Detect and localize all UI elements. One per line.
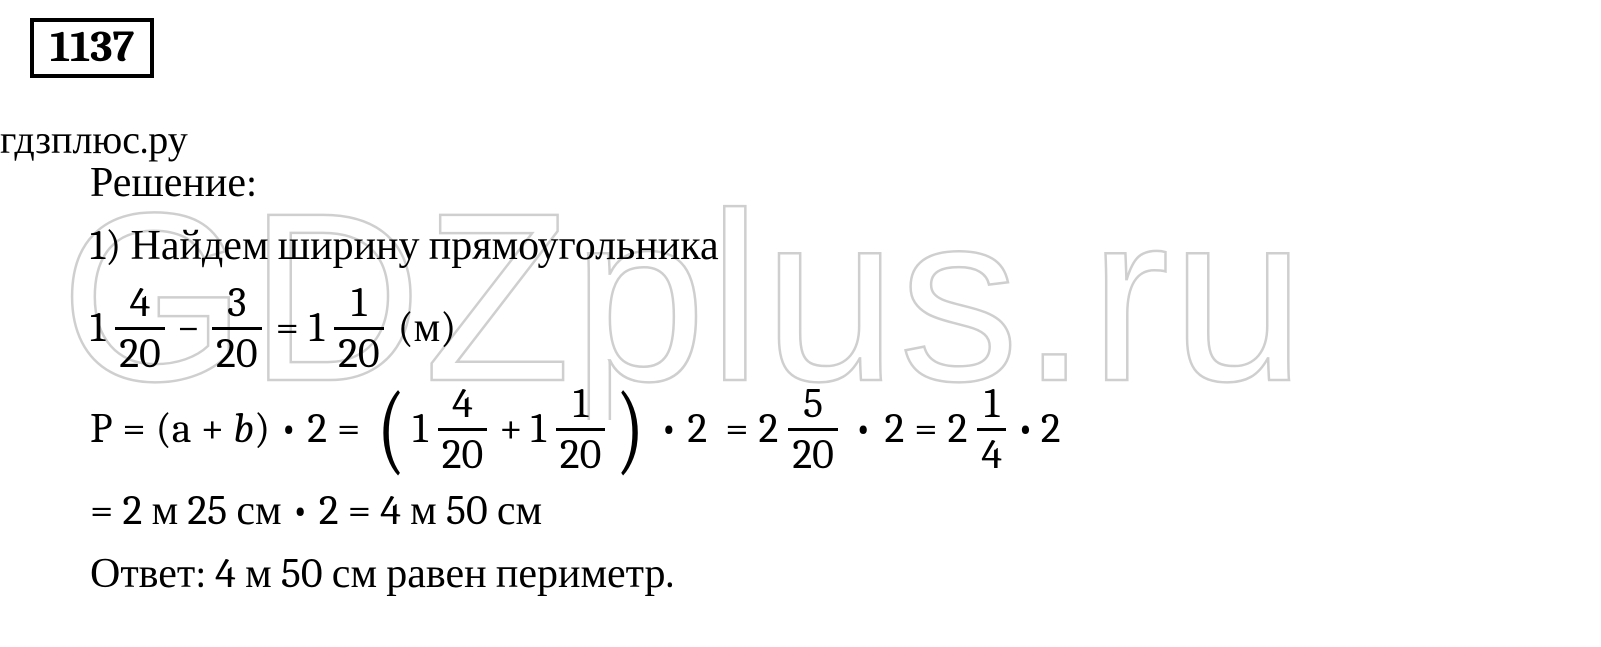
denominator: 20: [438, 433, 488, 477]
numerator: 3: [223, 281, 250, 325]
denominator: 20: [212, 332, 262, 376]
whole-part: 1: [531, 401, 546, 458]
step1-equation: 1 4 20 − 3 20 = 1 1 20: [90, 281, 1571, 376]
solution-label-line: Решение:: [90, 155, 1571, 212]
whole-part: 1: [309, 300, 324, 357]
problem-number-box: 1137: [30, 18, 154, 78]
plus-op: +: [499, 401, 522, 458]
numerator: 1: [980, 382, 1003, 426]
mixed-fraction: 2 5 20: [758, 382, 841, 477]
bullet-op: •: [854, 401, 873, 458]
two: 2: [1041, 401, 1061, 458]
denominator: 20: [334, 332, 384, 376]
fraction: 4 20: [115, 281, 165, 376]
formula-b: b: [233, 401, 254, 458]
formula-lparen: (a +: [156, 401, 234, 458]
whole-part: 2: [758, 401, 778, 458]
answer-line: Ответ: 4 м 50 см равен периметр.: [90, 546, 1571, 603]
equals-sign: =: [337, 401, 360, 458]
step1-text-line: 1) Найдем ширину прямоугольника: [90, 218, 1571, 275]
denominator: 20: [115, 332, 165, 376]
numerator: 1: [347, 281, 370, 325]
mixed-fraction: 1 1 20: [309, 281, 388, 376]
two: 2: [884, 401, 904, 458]
equals-sign: =: [122, 401, 145, 458]
fraction: 1 20: [556, 382, 606, 477]
step1-text: 1) Найдем ширину прямоугольника: [90, 218, 719, 275]
mixed-fraction: 1 4 20: [90, 281, 169, 376]
minus-op: −: [177, 300, 200, 357]
denominator: 20: [788, 433, 838, 477]
formula-rhs: ) • 2: [254, 401, 327, 458]
solution-body: Решение: 1) Найдем ширину прямоугольника…: [30, 155, 1571, 602]
solution-label: Решение:: [90, 155, 257, 212]
mixed-fraction: 1 1 20: [531, 382, 610, 477]
lparen-icon: (: [376, 389, 408, 469]
problem-number: 1137: [50, 21, 134, 72]
mixed-fraction: 1 4 20: [413, 382, 492, 477]
equals-sign: =: [276, 300, 299, 357]
answer-text: Ответ: 4 м 50 см равен периметр.: [90, 546, 674, 603]
equals-sign: =: [914, 401, 937, 458]
denominator: 4: [977, 433, 1006, 477]
denominator: 20: [556, 433, 606, 477]
times-2: • 2: [660, 401, 708, 458]
fraction: 3 20: [212, 281, 262, 376]
bullet-op: •: [1016, 401, 1035, 458]
perimeter-equation-line1: P = (a + b) • 2 = ( 1 4 20 + 1: [90, 382, 1571, 477]
fraction: 4 20: [438, 382, 488, 477]
whole-part: 2: [948, 401, 968, 458]
whole-part: 1: [90, 300, 105, 357]
numerator: 4: [126, 281, 155, 325]
rparen-icon: ): [615, 389, 647, 469]
whole-part: 1: [413, 401, 428, 458]
fraction: 1 20: [334, 281, 384, 376]
mixed-fraction: 2 1 4: [948, 382, 1011, 477]
fraction: 1 4: [977, 382, 1006, 477]
equals-sign: =: [725, 401, 748, 458]
big-paren-group: ( 1 4 20 + 1 1 20: [370, 382, 651, 477]
numerator: 5: [799, 382, 827, 426]
numerator: 4: [448, 382, 477, 426]
perimeter-equation-line2: = 2 м 25 см • 2 = 4 м 50 см: [90, 483, 1571, 540]
fraction: 5 20: [788, 382, 838, 477]
numerator: 1: [569, 382, 592, 426]
unit-label: (м): [398, 300, 457, 357]
perimeter-line2: = 2 м 25 см • 2 = 4 м 50 см: [90, 483, 542, 540]
perimeter-P: P: [90, 401, 112, 458]
